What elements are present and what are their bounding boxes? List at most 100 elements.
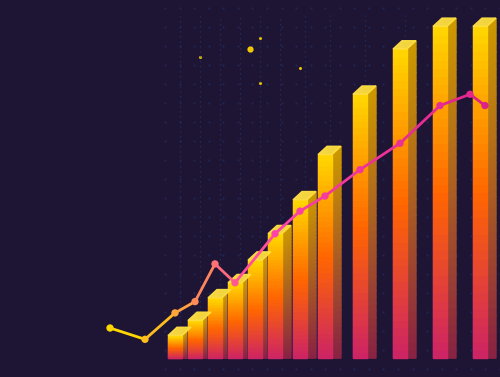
Bar [353, 305, 367, 312]
Polygon shape [242, 316, 251, 322]
Polygon shape [487, 69, 496, 84]
Polygon shape [182, 348, 191, 351]
Polygon shape [367, 113, 376, 127]
Bar [353, 272, 367, 279]
Polygon shape [487, 146, 496, 159]
Polygon shape [182, 346, 191, 350]
Polygon shape [182, 329, 191, 337]
Polygon shape [282, 338, 291, 343]
Polygon shape [242, 319, 251, 324]
Bar [293, 303, 307, 307]
Polygon shape [393, 41, 402, 358]
Bar [293, 231, 307, 235]
Bar [433, 333, 447, 342]
Polygon shape [242, 300, 251, 307]
Polygon shape [318, 146, 327, 358]
Polygon shape [367, 270, 376, 279]
Polygon shape [332, 348, 341, 353]
Bar [433, 151, 447, 159]
Bar [318, 348, 332, 353]
Polygon shape [262, 268, 271, 277]
Polygon shape [248, 252, 257, 358]
Polygon shape [242, 354, 251, 356]
Polygon shape [222, 290, 231, 299]
Bar [228, 298, 242, 300]
Point [321, 193, 329, 199]
Polygon shape [242, 297, 251, 305]
Bar [473, 51, 487, 60]
Polygon shape [307, 308, 316, 314]
Polygon shape [222, 343, 231, 346]
Bar [353, 107, 367, 114]
Polygon shape [262, 278, 271, 287]
Polygon shape [262, 305, 271, 311]
Bar [293, 339, 307, 342]
Polygon shape [242, 279, 251, 288]
Polygon shape [202, 319, 211, 327]
Polygon shape [332, 326, 341, 333]
Bar [268, 311, 282, 314]
Polygon shape [202, 336, 211, 341]
Bar [268, 352, 282, 355]
Polygon shape [222, 345, 231, 348]
Polygon shape [182, 349, 191, 352]
Polygon shape [262, 318, 271, 324]
Bar [473, 350, 487, 358]
Polygon shape [242, 306, 251, 313]
Bar [393, 289, 407, 296]
Polygon shape [487, 27, 496, 43]
Bar [248, 351, 262, 353]
Bar [168, 357, 182, 358]
Bar [353, 180, 367, 187]
Polygon shape [487, 231, 496, 242]
Polygon shape [182, 352, 191, 354]
Bar [168, 346, 182, 347]
Polygon shape [242, 339, 251, 343]
Polygon shape [182, 340, 191, 345]
Bar [473, 126, 487, 134]
Bar [248, 262, 262, 265]
Polygon shape [202, 340, 211, 344]
Bar [318, 160, 332, 165]
Polygon shape [242, 287, 251, 296]
Polygon shape [447, 214, 456, 225]
Polygon shape [332, 263, 341, 271]
Bar [473, 275, 487, 284]
Bar [473, 267, 487, 275]
Bar [168, 342, 182, 343]
Polygon shape [487, 222, 496, 234]
Bar [248, 336, 262, 339]
Polygon shape [202, 313, 211, 322]
Bar [473, 201, 487, 209]
Bar [208, 304, 222, 305]
Polygon shape [332, 157, 341, 170]
Polygon shape [202, 329, 211, 336]
Bar [318, 210, 332, 216]
Point [271, 231, 279, 237]
Bar [293, 247, 307, 251]
Bar [473, 325, 487, 333]
Polygon shape [202, 352, 211, 354]
Polygon shape [367, 86, 376, 101]
Polygon shape [282, 252, 291, 262]
Polygon shape [407, 80, 416, 95]
Bar [318, 271, 332, 277]
Polygon shape [332, 279, 341, 287]
Bar [248, 304, 262, 307]
Bar [353, 167, 367, 173]
Polygon shape [222, 339, 231, 343]
Bar [293, 295, 307, 299]
Polygon shape [447, 103, 456, 118]
Polygon shape [447, 333, 456, 342]
Bar [168, 336, 182, 337]
Polygon shape [367, 202, 376, 213]
Bar [293, 267, 307, 271]
Bar [353, 246, 367, 253]
Polygon shape [407, 168, 416, 181]
Polygon shape [242, 277, 251, 287]
Polygon shape [202, 349, 211, 351]
Polygon shape [202, 339, 211, 343]
Polygon shape [447, 78, 456, 93]
Bar [228, 324, 242, 326]
Polygon shape [282, 288, 291, 296]
